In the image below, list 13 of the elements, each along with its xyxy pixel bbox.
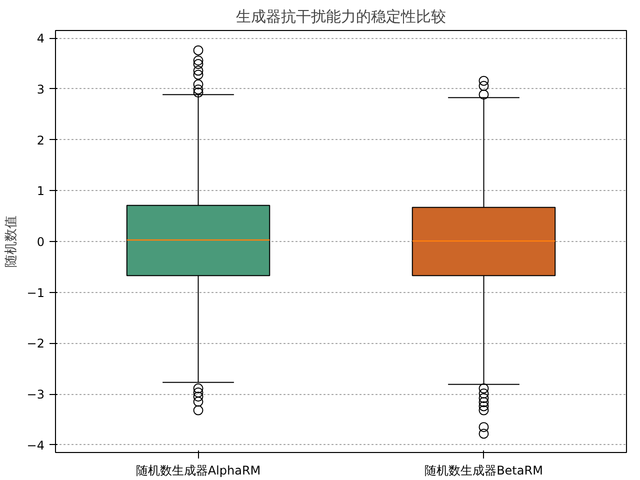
y-tick-label: 4 [36,32,45,46]
y-tick-label: −2 [26,336,45,351]
y-tick-label: −4 [26,438,45,452]
y-tick-label: −3 [26,388,45,402]
x-tick-label: 随机数生成器AlphaRM [136,464,261,478]
y-tick-label: 1 [36,184,45,198]
y-axis-title: 随机数值 [4,216,19,268]
y-tick-label: 3 [36,82,45,96]
y-tick-label: 2 [36,133,45,148]
chart-title: 生成器抗干扰能力的稳定性比较 [236,8,446,26]
x-tick-label: 随机数生成器BetaRM [424,464,543,478]
y-tick-label: 0 [36,235,45,249]
y-tick-label: −1 [26,286,45,300]
